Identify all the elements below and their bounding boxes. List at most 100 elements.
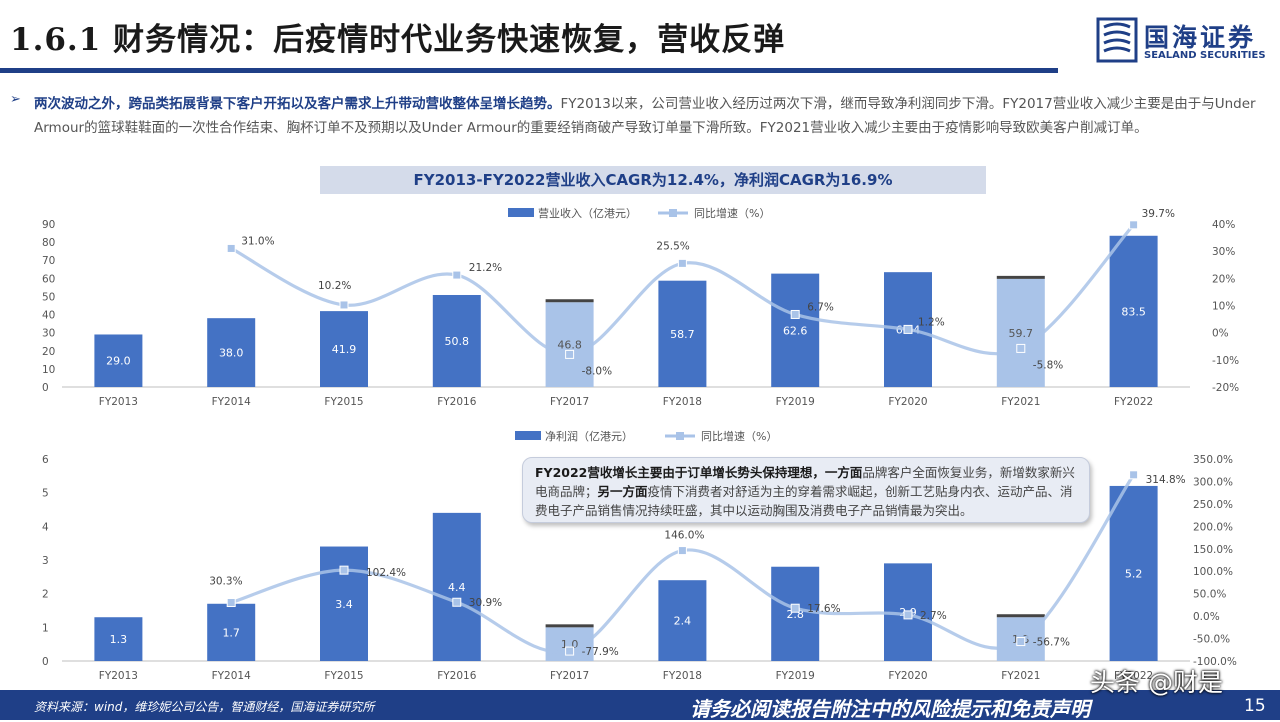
revenue-growth-label: -5.8%: [1033, 359, 1063, 371]
summary-lead: 两次波动之外，跨品类拓展背景下客户开拓以及客户需求上升带动营收整体呈增长趋势。: [34, 96, 561, 112]
revenue-bar-label: 83.5: [1121, 305, 1146, 318]
page-title: 1.6.1 财务情况：后疫情时代业务快速恢复，营收反弹: [10, 22, 786, 58]
profit-growth-marker: [339, 565, 349, 575]
profit-growth-label: -77.9%: [582, 646, 619, 658]
profit-y-right-tick: 350.0%: [1193, 454, 1233, 466]
profit-y-right-tick: 100.0%: [1193, 566, 1233, 578]
profit-bar: [1109, 485, 1158, 661]
callout-text-1: 品牌客户全面恢复业务，新增数家新兴电商品牌；: [535, 465, 1075, 499]
profit-growth-label: 30.3%: [209, 576, 242, 588]
profit-growth-label: 146.0%: [664, 530, 704, 542]
profit-bar: [207, 603, 256, 661]
revenue-growth-marker: [226, 243, 236, 253]
revenue-y-right-tick: -20%: [1212, 382, 1239, 394]
profit-bar-label: 5.2: [1125, 567, 1143, 580]
profit-y-right-tick: 300.0%: [1193, 476, 1233, 488]
net-profit-chart: 净利润（亿港元） 同比增速（%） 0 1 2 3 4 5 6 -100.0% -50.0% 0.0% 5…: [42, 429, 1237, 682]
revenue-growth-label: 25.5%: [656, 240, 689, 252]
profit-y-left-tick: 2: [42, 589, 49, 601]
profit-x-tick: FY2014: [212, 670, 251, 682]
revenue-y-left-tick: 10: [42, 364, 55, 376]
revenue-y-right-tick: 20%: [1212, 273, 1235, 285]
revenue-bar-label: 62.6: [783, 324, 808, 337]
callout-text-2: 疫情下消费者对舒适为主的穿着需求崛起，创新工艺贴身内衣、运动产品、消费电子产品销…: [535, 484, 1073, 518]
revenue-y-left-tick: 20: [42, 346, 55, 358]
revenue-y-right-tick: 40%: [1212, 219, 1235, 231]
revenue-y-left-tick: 70: [42, 255, 55, 267]
revenue-growth-marker: [677, 258, 687, 268]
profit-y-left-tick: 1: [42, 622, 49, 634]
profit-legend-line-marker: [676, 432, 684, 440]
revenue-growth-marker: [565, 349, 575, 359]
profit-legend-bar-label: 净利润（亿港元）: [545, 429, 633, 443]
revenue-growth-label: 31.0%: [241, 235, 274, 247]
revenue-y-right-tick: 10%: [1212, 301, 1235, 313]
revenue-x-tick: FY2017: [550, 396, 589, 408]
profit-bar: [94, 617, 143, 661]
revenue-bar-label: 29.0: [106, 355, 131, 368]
data-source: 资料来源：wind，维珍妮公司公告，智通财经，国海证券研究所: [34, 700, 375, 714]
revenue-growth-marker: [790, 309, 800, 319]
footer-bar: [0, 690, 1280, 720]
profit-bar: [432, 512, 481, 661]
profit-y-right-tick: 250.0%: [1193, 499, 1233, 511]
revenue-x-tick: FY2018: [663, 396, 702, 408]
revenue-chart: 营业收入（亿港元） 同比增速（%） 0 10 20 30 40 50 60 70 80 90 -20% -…: [42, 206, 1239, 408]
title-rule: [0, 68, 1058, 73]
revenue-x-tick: FY2015: [324, 396, 363, 408]
profit-y-right-tick: 200.0%: [1193, 521, 1233, 533]
profit-y-right-tick: 0.0%: [1193, 611, 1220, 623]
revenue-growth-label: 39.7%: [1142, 208, 1175, 220]
profit-y-left-tick: 6: [42, 454, 49, 466]
revenue-y-left-tick: 80: [42, 237, 55, 249]
profit-x-tick: FY2020: [888, 670, 927, 682]
company-logo: 国海证券 SEALAND SECURITIES: [1096, 17, 1272, 69]
summary-text: FY2013以来，公司营业收入经历过两次下滑，继而导致净利润同步下滑。FY201…: [34, 96, 1256, 136]
revenue-y-left-tick: 0: [42, 382, 49, 394]
logo-name-en: SEALAND SECURITIES: [1144, 50, 1266, 61]
revenue-growth-marker: [1016, 343, 1026, 353]
profit-x-tick: FY2017: [550, 670, 589, 682]
revenue-y-left-tick: 40: [42, 310, 55, 322]
profit-growth-marker: [452, 597, 462, 607]
revenue-x-tick: FY2016: [437, 396, 476, 408]
revenue-bar-label: 58.7: [670, 328, 695, 341]
revenue-bar-cap: [996, 275, 1045, 279]
profit-y-right-tick: -100.0%: [1193, 656, 1237, 668]
revenue-bar: [94, 334, 143, 387]
revenue-legend-bar-label: 营业收入（亿港元）: [538, 206, 637, 220]
revenue-x-tick: FY2019: [776, 396, 815, 408]
profit-y-left-tick: 4: [42, 521, 49, 533]
revenue-x-tick: FY2020: [888, 396, 927, 408]
callout-lead-2: 另一方面: [597, 484, 648, 499]
profit-growth-marker: [1129, 470, 1139, 480]
callout-note: FY2022营收增长主要由于订单增长势头保持理想，一方面品牌客户全面恢复业务，新…: [522, 457, 1090, 523]
profit-bar: [658, 580, 707, 661]
profit-growth-label: -56.7%: [1033, 637, 1070, 649]
profit-growth-label: 314.8%: [1146, 474, 1186, 486]
revenue-growth-marker: [452, 270, 462, 280]
profit-x-tick: FY2022: [1114, 670, 1153, 682]
revenue-legend-bar-swatch: [508, 208, 534, 217]
summary-paragraph: 两次波动之外，跨品类拓展背景下客户开拓以及客户需求上升带动营收整体呈增长趋势。F…: [34, 92, 1266, 140]
profit-growth-marker: [1016, 637, 1026, 647]
profit-x-tick: FY2018: [663, 670, 702, 682]
profit-bar-label: 1.3: [110, 633, 128, 646]
profit-growth-label: 2.7%: [920, 610, 947, 622]
disclaimer: 请务必阅读报告附注中的风险提示和免责声明: [690, 697, 1090, 721]
profit-growth-label: 17.6%: [807, 603, 840, 615]
profit-x-tick: FY2015: [324, 670, 363, 682]
profit-growth-marker: [790, 603, 800, 613]
revenue-y-left-tick: 90: [42, 219, 55, 231]
profit-legend-bar-swatch: [515, 431, 541, 440]
revenue-bar-cap: [545, 299, 594, 303]
revenue-x-tick: FY2013: [99, 396, 138, 408]
revenue-x-tick: FY2021: [1001, 396, 1040, 408]
revenue-y-left-tick: 60: [42, 273, 55, 285]
profit-x-tick: FY2016: [437, 670, 476, 682]
callout-lead: FY2022营收增长主要由于订单增长势头保持理想，一方面: [535, 465, 863, 480]
revenue-bar: [320, 311, 368, 387]
sealand-logo-icon: [1096, 17, 1138, 63]
revenue-growth-marker: [903, 324, 913, 334]
profit-bar-cap: [996, 614, 1045, 618]
